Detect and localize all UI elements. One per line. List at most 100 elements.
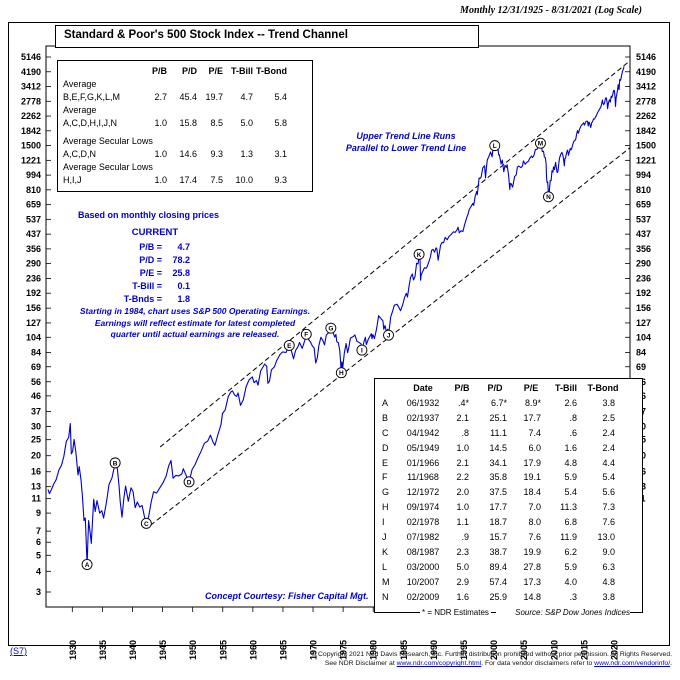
- lows-row-value: 2.9: [456, 576, 469, 587]
- lows-row-value: 1.6: [456, 591, 469, 602]
- y-axis-label-right: 437: [636, 229, 651, 239]
- y-axis-label-left: 25: [31, 435, 41, 445]
- y-axis-label-left: 30: [31, 422, 41, 432]
- marker-circle-E: [283, 339, 295, 351]
- lows-row-letter: C: [382, 427, 389, 438]
- y-axis-label-right: 1221: [636, 155, 656, 165]
- y-axis-label-left: 127: [26, 318, 41, 328]
- lows-row-value: 57.4: [489, 576, 507, 587]
- trend-note-line: Upper Trend Line Runs: [356, 131, 456, 141]
- marker-letter-M: M: [538, 141, 543, 148]
- copyright-url-link[interactable]: www.ndr.com/copyright.html: [396, 660, 482, 667]
- y-axis-label-right: 104: [636, 332, 651, 342]
- x-axis-year-label: 1980: [369, 640, 379, 660]
- lows-row-value: 7.3: [602, 502, 615, 513]
- x-axis-year-label: 1955: [218, 640, 228, 660]
- y-axis-label-right: 4190: [636, 67, 656, 77]
- earnings-note-line: Starting in 1984, chart uses S&P 500 Ope…: [79, 306, 311, 316]
- period-note: Monthly 12/31/1925 - 8/31/2021 (Log Scal…: [460, 5, 642, 16]
- current-label: P/D =: [139, 255, 162, 265]
- current-label: T-Bnds =: [123, 294, 162, 304]
- lows-row-letter: N: [382, 591, 389, 602]
- lows-grid: Date P/B P/D P/E T-Bill T-Bond A 06/1932 .4* 6.7*…: [380, 381, 637, 605]
- trend-line-upper: [159, 61, 629, 448]
- avg-value: 1.0: [154, 118, 167, 128]
- lows-row-value: 14.5: [489, 442, 507, 453]
- marker-circle-L: [489, 140, 501, 152]
- lows-row-value: 2.0: [456, 487, 469, 498]
- avg-value: 5.0: [240, 118, 253, 128]
- vendorinfo-url-link[interactable]: www.ndr.com/vendorinfo/: [594, 660, 671, 667]
- lows-row-value: 11.3: [560, 502, 577, 513]
- lows-row-value: 2.1: [456, 412, 469, 423]
- marker-letter-A: A: [85, 562, 90, 569]
- lows-row-letter: A: [382, 397, 389, 408]
- chart-id-link[interactable]: (S7): [10, 646, 28, 656]
- x-axis-year-label: 1935: [98, 640, 108, 660]
- lows-row-date: 01/1966: [406, 457, 440, 468]
- avg-value: 19.7: [205, 92, 223, 102]
- y-axis-label-left: 1221: [21, 155, 41, 165]
- lows-row-letter: E: [382, 457, 389, 468]
- marker-letter-L: L: [493, 143, 497, 150]
- current-label: P/B =: [139, 242, 162, 252]
- lows-row-value: 18.7: [489, 517, 507, 528]
- lows-row-value: .9: [461, 532, 469, 543]
- current-item: P/D = 78.2: [106, 254, 190, 267]
- lows-row-date: 03/2000: [406, 561, 440, 572]
- marker-letter-H: H: [339, 370, 344, 377]
- avg-column-header: T-Bond: [256, 66, 287, 76]
- page-title: Standard & Poor's 500 Stock Index -- Tre…: [64, 29, 348, 41]
- lows-row-date: 10/2007: [406, 576, 440, 587]
- lows-column-header: P/E: [523, 383, 539, 393]
- lows-row-value: 17.7: [489, 502, 507, 513]
- disclaimer-line: See NDR Disclaimer at www.ndr.com/copyri…: [325, 660, 672, 667]
- outer-frame: [8, 22, 670, 646]
- marker-letter-C: C: [144, 521, 149, 528]
- x-axis-year-label: 1940: [128, 640, 138, 660]
- lows-row-value: 17.3: [523, 576, 541, 587]
- y-axis-label-left: 1500: [21, 141, 41, 151]
- avg-column-header: P/E: [208, 66, 223, 76]
- y-axis-label-left: 5: [36, 550, 41, 560]
- lows-row-value: 6.0: [528, 442, 541, 453]
- y-axis-label-left: 11: [31, 494, 41, 504]
- x-axis-year-label: 2015: [579, 640, 589, 660]
- lows-header-spacer: [380, 381, 398, 396]
- averages-table: P/B P/D P/E T-Bill T-Bond Average B,E,F,G,K,L,…: [57, 60, 313, 192]
- avg-value: 5.8: [274, 118, 287, 128]
- lows-row-value: 6.2: [564, 546, 577, 557]
- lows-row-date: 07/1982: [406, 532, 440, 543]
- disclaimer-text: . For data vendor disclaimers refer to: [481, 660, 595, 667]
- current-item: P/B = 4.7: [106, 241, 190, 254]
- lows-row-date: 02/1937: [406, 412, 440, 423]
- y-axis-label-right: 810: [636, 185, 651, 195]
- current-label: T-Bill =: [132, 281, 162, 291]
- monthly-closing-note: Based on monthly closing prices: [78, 210, 220, 220]
- y-axis-label-left: 16: [31, 467, 41, 477]
- secular-highs-lows-table: Date P/B P/D P/E T-Bill T-Bond A 06/1932 .4* 6.7*…: [374, 378, 643, 613]
- current-values-list: P/B = 4.7 P/D = 78.2 P/E = 25.8 T-Bill = 0.1 T-B…: [106, 241, 190, 306]
- lows-row-value: 5.9: [564, 561, 577, 572]
- y-axis-label-left: 37: [31, 407, 41, 417]
- y-axis-label-right: 2778: [636, 96, 656, 106]
- lows-row-letter: F: [382, 472, 388, 483]
- lows-row-value: 2.4: [602, 442, 615, 453]
- y-axis-label-left: 156: [26, 303, 41, 313]
- x-axis-year-label: 1995: [459, 640, 469, 660]
- lows-row-value: 6.7*: [490, 397, 507, 408]
- y-axis-label-right: 356: [636, 244, 651, 254]
- lows-column-header: T-Bill: [555, 383, 577, 393]
- y-axis-label-left: 5146: [21, 52, 41, 62]
- y-axis-label-left: 437: [26, 229, 41, 239]
- y-axis-label-left: 3: [36, 587, 41, 597]
- lows-row-letter: K: [382, 546, 389, 557]
- lows-row-value: 7.6: [528, 532, 541, 543]
- y-axis-label-right: 84: [636, 348, 646, 358]
- lows-column-header: P/D: [487, 383, 503, 393]
- y-axis-label-left: 104: [26, 332, 41, 342]
- marker-letter-I: I: [361, 348, 363, 355]
- avg-row-label: Average: [63, 105, 97, 115]
- avg-value: 8.5: [210, 118, 223, 128]
- lows-row-value: 19.9: [523, 546, 541, 557]
